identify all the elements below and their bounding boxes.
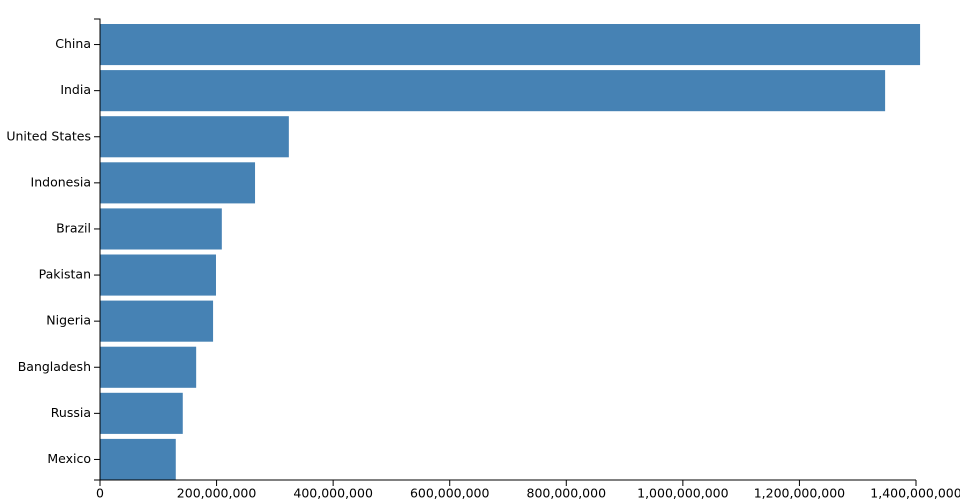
y-tick-label: Bangladesh [18,359,91,374]
bar [100,346,197,388]
bar [100,438,176,480]
x-tick-label: 200,000,000 [177,486,257,500]
y-tick-label: Mexico [47,451,91,466]
bar [100,254,216,296]
y-tick-label: United States [6,128,91,143]
x-tick-label: 600,000,000 [410,486,490,500]
y-tick-label: Pakistan [39,267,91,282]
y-tick-label: China [55,36,91,51]
x-tick-label: 0 [96,486,104,500]
bar [100,162,256,204]
x-tick-label: 400,000,000 [293,486,373,500]
bar [100,70,886,112]
y-tick-label: Russia [51,405,91,420]
bar [100,116,289,158]
x-tick-label: 1,000,000,000 [637,486,728,500]
y-tick-label: Indonesia [31,174,91,189]
y-tick-label: Brazil [56,220,91,235]
y-axis [94,18,101,481]
x-tick-label: 800,000,000 [527,486,607,500]
bar [100,392,183,434]
bar [100,24,921,66]
bar [100,300,214,342]
y-tick-label: Nigeria [46,313,91,328]
y-tick-label: India [60,82,91,97]
x-tick-label: 1,400,000,000 [870,486,960,500]
x-tick-label: 1,200,000,000 [754,486,845,500]
bar [100,208,222,250]
